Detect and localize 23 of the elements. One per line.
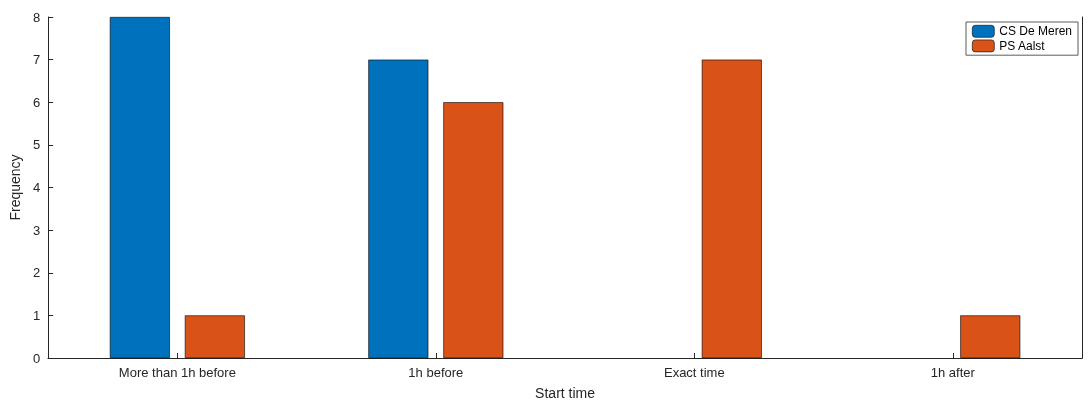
- x-tick-label: 1h after: [930, 365, 976, 380]
- bar: [184, 315, 245, 358]
- y-tick-label: 5: [32, 137, 41, 153]
- bar: [960, 315, 1021, 358]
- legend-label: CS De Meren: [999, 24, 1073, 39]
- y-tick-label: 6: [32, 94, 41, 110]
- x-tick-label: More than 1h before: [118, 365, 236, 380]
- y-tick-label: 1: [32, 307, 41, 323]
- bar: [368, 59, 429, 358]
- y-tick-label: 0: [32, 350, 41, 366]
- bar: [109, 17, 170, 358]
- x-tick-label: 1h before: [408, 365, 464, 380]
- bar: [443, 102, 504, 358]
- y-tick-label: 8: [32, 9, 41, 25]
- bar: [701, 59, 762, 358]
- y-tick-label: 2: [32, 265, 41, 281]
- y-tick-label: 4: [32, 180, 41, 195]
- x-tick-label: Exact time: [663, 365, 725, 380]
- x-axis-title: Start time: [535, 385, 596, 401]
- y-tick-label: 3: [32, 222, 41, 238]
- legend-label: PS Aalst: [999, 38, 1046, 53]
- y-tick-label: 7: [32, 52, 41, 68]
- y-axis-title: Frequency: [7, 154, 23, 221]
